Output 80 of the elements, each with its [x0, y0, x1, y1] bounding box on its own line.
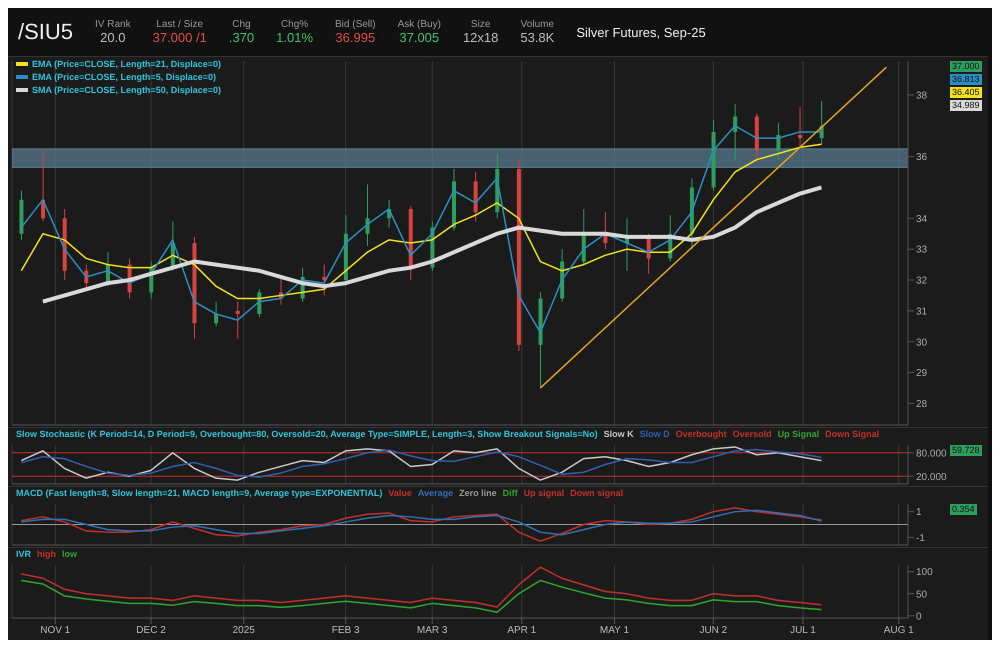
x-tick-label: MAR 3	[416, 625, 448, 636]
y-tick-label: -1	[916, 532, 926, 544]
line-series	[20, 566, 822, 608]
x-tick-label: MAY 1	[600, 625, 630, 636]
text: IV Rank	[95, 19, 131, 30]
y-tick-label: 33	[916, 244, 928, 256]
text: Diff	[502, 488, 518, 498]
x-tick-label: AUG 1	[884, 625, 914, 636]
x-tick-label: JUL 1	[790, 625, 816, 636]
text: 53.8K	[520, 30, 554, 45]
text: Slow D	[640, 429, 670, 439]
text: Average	[418, 488, 454, 498]
text: Size	[470, 19, 490, 30]
chart-title: IVR	[16, 549, 32, 559]
text: 37.000 /1	[152, 30, 207, 45]
chart-subtitle: Silver Futures, Sep-25	[576, 24, 706, 40]
series-label: Value	[388, 488, 412, 498]
text: 1.01%	[276, 30, 314, 45]
text: Up Signal	[778, 429, 820, 439]
x-tick-label: DEC 2	[136, 625, 166, 636]
text: 36.405	[950, 87, 982, 98]
text: Volume	[520, 19, 554, 30]
text: Down Signal	[825, 429, 880, 439]
legend-label: SMA (Price=CLOSE, Length=50, Displace=0)	[32, 85, 221, 95]
x-tick-label: FEB 3	[332, 625, 360, 636]
x-tick-label: JUN 2	[699, 625, 728, 636]
y-tick-label: 38	[916, 90, 928, 102]
candlestick	[776, 122, 780, 160]
text: 37.000	[950, 61, 982, 72]
legend-label: EMA (Price=CLOSE, Length=5, Displace=0)	[32, 72, 216, 82]
y-tick-label: 31	[916, 306, 928, 318]
y-tick-label: 50	[916, 589, 928, 600]
line-series	[20, 507, 822, 542]
y-tick-label: 30	[916, 337, 928, 348]
y-tick-label: 0	[916, 611, 922, 622]
text: Chg%	[280, 19, 308, 30]
candlestick	[798, 106, 802, 148]
text: Chg	[232, 19, 251, 30]
text: Down signal	[570, 488, 624, 498]
line-series	[20, 510, 822, 536]
y-tick-label: 36	[916, 152, 928, 164]
candlestick	[214, 301, 218, 327]
candlestick	[236, 301, 240, 340]
text: 59.728	[950, 445, 982, 456]
text: Up signal	[524, 488, 564, 498]
y-tick-label: 1	[916, 507, 922, 518]
text: Ask (Buy)	[398, 19, 441, 30]
x-tick-label: NOV 1	[40, 625, 71, 636]
text: 37.005	[399, 30, 440, 45]
text: low	[62, 549, 78, 559]
text: 12x18	[462, 30, 498, 45]
chart-title: /SIU5	[18, 19, 74, 45]
text: 36.995	[335, 30, 376, 45]
text: Last / Size	[156, 19, 204, 30]
text: 34.989	[950, 100, 982, 111]
y-tick-label: 32	[916, 276, 928, 287]
y-tick-label: 28	[916, 398, 928, 410]
x-tick-label: 2025	[232, 625, 256, 636]
y-tick-label: 34	[916, 214, 928, 225]
text: .370	[228, 30, 254, 45]
text: 0.354	[950, 504, 977, 515]
y-tick-label: 80.000	[916, 448, 948, 460]
ref-line-label: Overbought	[676, 429, 727, 439]
ref-line-label: Zero line	[459, 488, 497, 498]
chart-title: Slow Stochastic (K Period=14, D Period=9, Overbought=80, Oversold=20, Average Type=SIMPLE, Length=3, Show Breakout Signals=No)	[16, 429, 598, 439]
x-tick-label: APR 1	[507, 625, 537, 636]
text: Bid (Sell)	[335, 19, 376, 30]
line-series	[40, 185, 824, 304]
chart-title: MACD (Fast length=8, Slow length=21, MACD length=9, Average type=EXPONENTIAL)	[16, 488, 382, 498]
ref-line-label: Oversold	[732, 429, 772, 439]
series-label: high	[37, 549, 56, 559]
y-tick-label: 100	[916, 567, 934, 578]
series-label: Slow K	[604, 429, 634, 439]
y-tick-label: 20.000	[916, 472, 948, 483]
y-tick-label: 29	[916, 368, 928, 380]
line-series	[20, 580, 822, 614]
text: 20.0	[100, 30, 126, 45]
candlestick	[322, 264, 326, 296]
text: 36.813	[950, 74, 982, 85]
legend-label: EMA (Price=CLOSE, Length=21, Displace=0)	[32, 59, 221, 69]
